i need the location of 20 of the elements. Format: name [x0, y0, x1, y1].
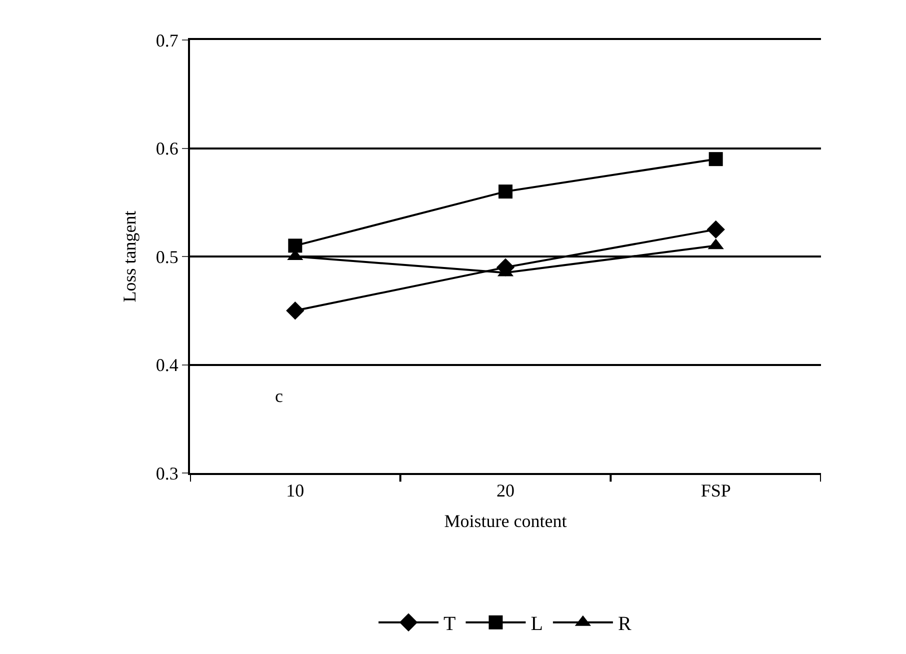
x-tick-label: 20	[496, 480, 514, 501]
point	[288, 238, 302, 253]
legend-label: R	[618, 613, 632, 636]
point	[286, 302, 304, 320]
y-tick-label: 0.7	[156, 30, 178, 50]
annotation: c	[275, 386, 283, 406]
legend-label: L	[530, 613, 543, 636]
legend-label: T	[444, 613, 456, 636]
y-tick-label: 0.6	[156, 138, 178, 159]
point	[708, 152, 723, 166]
x-tick-label: FSP	[700, 480, 731, 501]
y-tick-label: 0.5	[156, 246, 178, 267]
x-tick-label: 10	[286, 480, 304, 501]
y-tick-label: 0.4	[156, 355, 178, 376]
point	[496, 258, 515, 276]
point	[706, 220, 725, 239]
point	[498, 184, 512, 199]
y-tick-label: 0.3	[156, 463, 178, 484]
y-axis-title: Loss tangent	[120, 210, 140, 302]
x-axis-title: Moisture content	[444, 511, 567, 532]
